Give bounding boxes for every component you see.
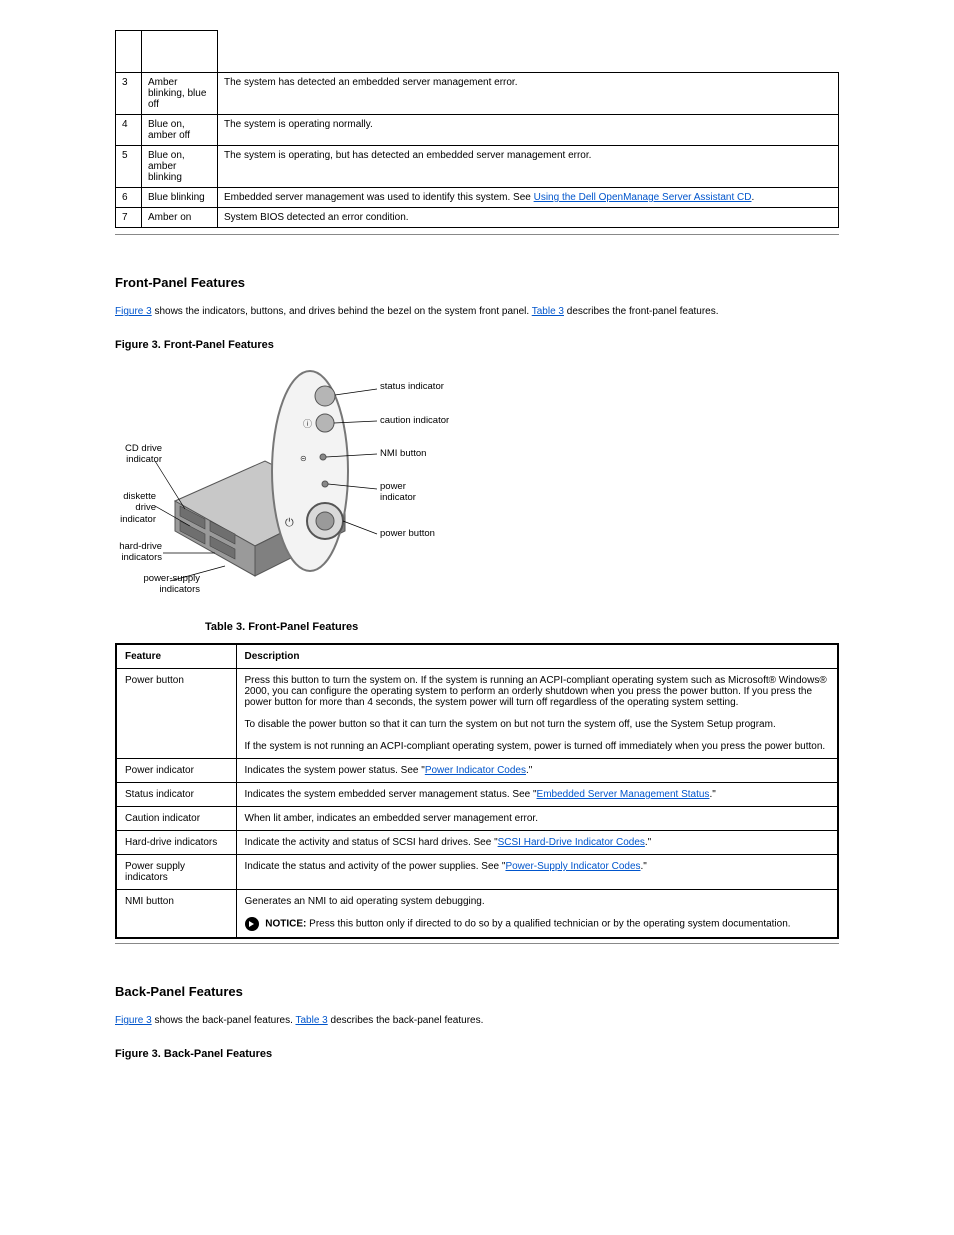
label-nmi: NMI button — [380, 448, 426, 459]
label-status: status indicator — [380, 381, 444, 392]
cell: 7 — [116, 208, 142, 228]
link[interactable]: Power-Supply Indicator Codes — [505, 861, 640, 872]
text: Indicate the status and activity of the … — [245, 861, 506, 872]
cell: 4 — [116, 115, 142, 146]
desc-cell: Generates an NMI to aid operating system… — [236, 890, 838, 939]
text: Indicates the system embedded server man… — [245, 789, 537, 800]
text: Embedded server management was used to i… — [224, 192, 534, 203]
cell: The system is operating, but has detecte… — [218, 146, 839, 188]
cell: Blue on, amber off — [142, 115, 218, 146]
text: Press this button to turn the system on.… — [245, 675, 827, 752]
feature-cell: NMI button — [116, 890, 236, 939]
text: ." — [709, 789, 715, 800]
divider — [115, 234, 839, 235]
front-panel-features-table: Feature Description Power button Press t… — [115, 643, 839, 939]
th-feature: Feature — [116, 644, 236, 669]
svg-text:⊝: ⊝ — [300, 454, 307, 463]
figure-link[interactable]: Figure 3 — [115, 1015, 152, 1026]
feature-cell: Hard-drive indicators — [116, 831, 236, 855]
notice-icon — [245, 917, 259, 931]
svg-text:ⓘ: ⓘ — [303, 419, 312, 429]
cell: The system has detected an embedded serv… — [218, 73, 839, 115]
figure-label: Figure 3. Front-Panel Features — [115, 339, 839, 351]
feature-cell: Caution indicator — [116, 807, 236, 831]
notice-label: NOTICE: — [265, 919, 306, 930]
label-power-btn: power button — [380, 528, 435, 539]
table-link[interactable]: Table 3 — [295, 1015, 327, 1026]
feature-cell: Power button — [116, 669, 236, 759]
text: Indicate the activity and status of SCSI… — [245, 837, 498, 848]
desc-cell: Indicates the system power status. See "… — [236, 759, 838, 783]
cell — [142, 31, 218, 73]
text: ." — [645, 837, 651, 848]
back-panel-intro: Figure 3 shows the back-panel features. … — [115, 1013, 839, 1028]
cell: System BIOS detected an error condition. — [218, 208, 839, 228]
label-cd: CD drive indicator — [107, 443, 162, 466]
feature-cell: Power indicator — [116, 759, 236, 783]
label-caution: caution indicator — [380, 415, 449, 426]
figure-label-back: Figure 3. Back-Panel Features — [115, 1048, 839, 1060]
desc-cell: Indicates the system embedded server man… — [236, 783, 838, 807]
cell: The system is operating normally. — [218, 115, 839, 146]
link[interactable]: Embedded Server Management Status — [537, 789, 710, 800]
feature-cell: Power supply indicators — [116, 855, 236, 890]
cell: Blue on, amber blinking — [142, 146, 218, 188]
feature-cell: Status indicator — [116, 783, 236, 807]
table-link[interactable]: Table 3 — [532, 306, 564, 317]
cell — [116, 31, 142, 73]
th-desc: Description — [236, 644, 838, 669]
cell: Amber blinking, blue off — [142, 73, 218, 115]
front-panel-intro: Figure 3 shows the indicators, buttons, … — [115, 304, 839, 319]
cell: Amber on — [142, 208, 218, 228]
label-power-ind: power indicator — [380, 481, 430, 504]
text: ." — [526, 765, 532, 776]
front-panel-diagram: ⓘ ⊝ ⏻ — [115, 361, 455, 601]
cell — [218, 31, 839, 73]
text: describes the back-panel features. — [328, 1015, 484, 1026]
label-psu: power-supply indicators — [125, 573, 200, 596]
desc-cell: When lit amber, indicates an embedded se… — [236, 807, 838, 831]
text: shows the back-panel features. — [152, 1015, 296, 1026]
text: Indicates the system power status. See " — [245, 765, 425, 776]
label-hdd: hard-drive indicators — [107, 541, 162, 564]
text: Generates an NMI to aid operating system… — [245, 896, 830, 907]
text: . — [752, 192, 755, 203]
link[interactable]: Power Indicator Codes — [425, 765, 526, 776]
link[interactable]: Using the Dell OpenManage Server Assista… — [534, 192, 752, 203]
cell: 5 — [116, 146, 142, 188]
desc-cell: Press this button to turn the system on.… — [236, 669, 838, 759]
label-diskette: diskette drive indicator — [101, 491, 156, 525]
cell: 3 — [116, 73, 142, 115]
link[interactable]: SCSI Hard-Drive Indicator Codes — [498, 837, 645, 848]
text: shows the indicators, buttons, and drive… — [152, 306, 532, 317]
cell: Embedded server management was used to i… — [218, 188, 839, 208]
front-panel-heading: Front-Panel Features — [115, 275, 839, 290]
text: describes the front-panel features. — [564, 306, 719, 317]
back-panel-heading: Back-Panel Features — [115, 984, 839, 999]
table-label: Table 3. Front-Panel Features — [205, 621, 839, 633]
cell: 6 — [116, 188, 142, 208]
desc-cell: Indicate the status and activity of the … — [236, 855, 838, 890]
text: ." — [641, 861, 647, 872]
figure-link[interactable]: Figure 3 — [115, 306, 152, 317]
divider — [115, 943, 839, 944]
svg-text:⏻: ⏻ — [285, 517, 294, 529]
bezel-status-table: 3 Amber blinking, blue off The system ha… — [115, 30, 839, 228]
notice-text: Press this button only if directed to do… — [309, 919, 790, 930]
desc-cell: Indicate the activity and status of SCSI… — [236, 831, 838, 855]
cell: Blue blinking — [142, 188, 218, 208]
